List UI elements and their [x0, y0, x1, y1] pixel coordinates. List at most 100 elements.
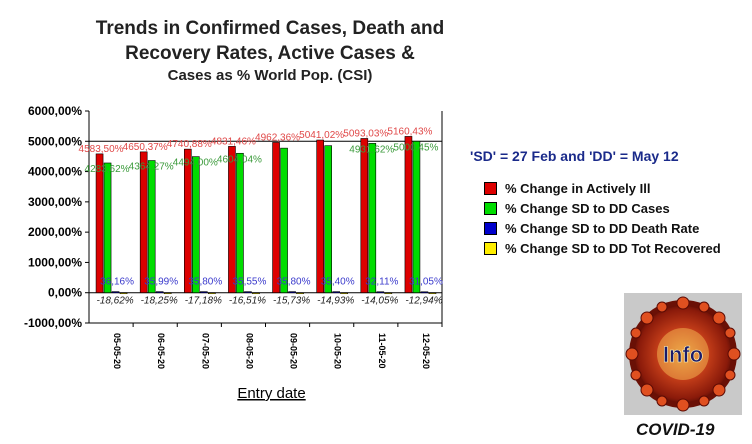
virus-logo-icon: Info [625, 296, 741, 412]
date-definition-note: 'SD' = 27 Feb and 'DD' = May 12 [470, 148, 679, 164]
bar-1 [95, 153, 104, 294]
bar-1 [272, 142, 280, 294]
bar-4 [384, 292, 393, 295]
data-label-actively-ill: 4962,36% [255, 132, 300, 143]
data-label-death-rate: 35,80% [277, 277, 311, 288]
chart-legend: % Change in Actively Ill % Change SD to D… [484, 178, 721, 258]
y-tick-label: 3000,00% [28, 195, 82, 209]
bar-1 [360, 138, 369, 294]
data-label-actively-ill: 5041,02% [299, 130, 344, 141]
data-label-cases: 4931,62% [349, 144, 394, 155]
bar-3 [332, 291, 340, 294]
bar-2 [324, 145, 332, 294]
data-label-actively-ill: 4583,50% [79, 144, 124, 155]
bar-2 [412, 140, 421, 294]
legend-item: % Change in Actively Ill [484, 178, 721, 198]
bar-3 [111, 291, 120, 294]
data-label-recovered: -14,93% [317, 296, 354, 307]
data-label-actively-ill: 4740,88% [167, 139, 212, 150]
data-label-death-rate: 31,05% [409, 277, 443, 288]
legend-item: % Change SD to DD Cases [484, 198, 721, 218]
bar-4 [428, 292, 437, 295]
bar-2 [192, 156, 200, 294]
data-label-actively-ill: 4831,46% [211, 136, 256, 147]
x-tick-label: 11-05-20 [377, 333, 387, 369]
data-label-actively-ill: 5160,43% [387, 126, 432, 137]
bar-3 [376, 291, 385, 294]
y-tick-label: 0,00% [48, 286, 82, 300]
x-tick-label: 10-05-20 [333, 333, 343, 369]
bar-3 [288, 291, 296, 294]
legend-swatch [484, 221, 497, 235]
legend-swatch [484, 201, 497, 215]
y-tick-label: 1000,00% [28, 255, 82, 269]
data-label-death-rate: 35,55% [232, 277, 266, 288]
bar-2 [103, 162, 112, 294]
data-label-recovered: -16,51% [229, 296, 266, 307]
y-tick-label: 4000,00% [28, 165, 82, 179]
x-tick-label: 05-05-20 [112, 333, 122, 369]
x-tick-label: 07-05-20 [200, 333, 210, 369]
x-axis-label: Entry date [237, 385, 305, 402]
logo-text: Info [663, 342, 703, 367]
bar-2 [236, 152, 244, 294]
data-label-death-rate: 35,99% [144, 277, 178, 288]
bar-4 [163, 292, 172, 295]
x-tick-label: 08-05-20 [244, 333, 254, 369]
bar-1 [316, 139, 324, 294]
data-label-actively-ill: 4650,37% [123, 142, 168, 153]
bar-4 [340, 292, 348, 295]
data-label-recovered: -15,73% [273, 296, 310, 307]
y-tick-label: -1000,00% [24, 316, 82, 330]
data-label-recovered: -12,94% [405, 296, 442, 307]
data-label-cases: 4364,27% [129, 162, 174, 173]
bar-2 [147, 160, 156, 294]
logo-caption: COVID-19 [636, 420, 715, 439]
legend-label: % Change SD to DD Tot Recovered [505, 240, 721, 256]
data-label-recovered: -17,18% [185, 296, 222, 307]
data-label-recovered: -18,62% [96, 296, 133, 307]
data-label-death-rate: 35,80% [188, 277, 222, 288]
data-label-recovered: -14,05% [361, 296, 398, 307]
bar-3 [200, 291, 208, 294]
data-label-cases: 4494,00% [173, 158, 218, 169]
x-tick-label: 06-05-20 [156, 333, 166, 369]
chart-title-line-1: Trends in Confirmed Cases, Death and [95, 18, 445, 39]
x-tick-label: 09-05-20 [289, 333, 299, 369]
data-label-cases: 4283,62% [85, 164, 130, 175]
y-tick-label: 5000,00% [28, 134, 82, 148]
y-tick-label: 2000,00% [28, 225, 82, 239]
legend-label: % Change in Actively Ill [505, 180, 651, 196]
chart-title-line-2: Recovery Rates, Active Cases & [125, 43, 415, 64]
bar-4 [119, 292, 128, 295]
bar-4 [296, 292, 304, 295]
covid-info-logo: Info [624, 293, 742, 415]
bar-3 [420, 291, 429, 294]
chart-title-line-3: Cases as % World Pop. (CSI) [167, 67, 373, 84]
bar-1 [404, 136, 413, 294]
legend-label: % Change SD to DD Cases [505, 200, 670, 216]
legend-label: % Change SD to DD Death Rate [505, 220, 700, 236]
data-label-cases: 5000,45% [393, 142, 438, 153]
legend-item: % Change SD to DD Tot Recovered [484, 238, 721, 258]
data-label-death-rate: 35,40% [321, 277, 355, 288]
data-label-death-rate: 32,11% [365, 277, 398, 288]
x-tick-label: 12-05-20 [421, 333, 431, 369]
bar-2 [368, 143, 377, 294]
bar-1 [184, 148, 192, 294]
legend-swatch [484, 181, 497, 195]
bar-3 [244, 291, 252, 294]
bar-4 [208, 292, 216, 295]
bar-1 [228, 146, 236, 294]
bar-4 [252, 292, 260, 295]
bar-1 [139, 151, 148, 294]
legend-item: % Change SD to DD Death Rate [484, 218, 721, 238]
bar-2 [280, 147, 288, 294]
data-label-recovered: -18,25% [141, 296, 178, 307]
data-label-death-rate: 36,16% [100, 277, 134, 288]
y-tick-label: 6000,00% [28, 104, 82, 118]
bar-3 [155, 291, 164, 294]
data-label-actively-ill: 5093,03% [343, 128, 388, 139]
data-label-cases: 4604,04% [217, 154, 262, 165]
